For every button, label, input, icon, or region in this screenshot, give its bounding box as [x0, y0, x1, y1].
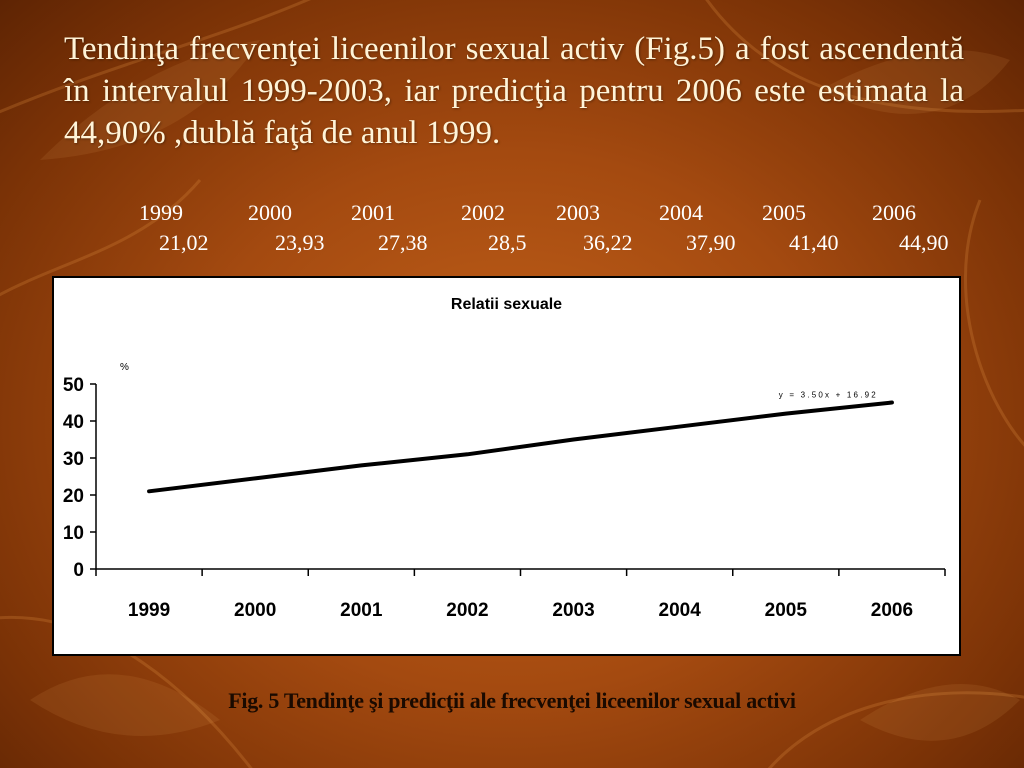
year-label: 2005: [762, 200, 806, 225]
y-tick-label: 40: [63, 412, 84, 433]
chart-title: Relatii sexuale: [450, 296, 563, 313]
x-tick-label: 2000: [234, 600, 276, 621]
x-tick-label: 2004: [659, 600, 702, 621]
figure-caption: Fig. 5 Tendinţe şi predicţii ale frecven…: [228, 688, 796, 713]
y-axis-label: %: [120, 362, 129, 373]
y-tick-label: 0: [73, 560, 84, 581]
x-tick-label: 2006: [871, 600, 913, 621]
x-tick-label: 2001: [340, 600, 383, 621]
trendline-equation: y = 3.50x + 16.92: [779, 391, 878, 400]
value-label: 28,5: [488, 230, 527, 255]
x-tick-label: 2005: [765, 600, 808, 621]
year-label: 2004: [659, 200, 703, 225]
year-label: 2000: [248, 200, 292, 225]
series-line: [147, 400, 894, 494]
value-label: 44,90: [899, 230, 949, 255]
x-tick-label: 1999: [128, 600, 170, 621]
line-chart: 0 10 20 30 40 50% 1999 2000 2001 2002 2003 2004 2005…: [63, 362, 946, 621]
x-tick-label: 2003: [552, 600, 594, 621]
value-label: 23,93: [275, 230, 325, 255]
value-label: 41,40: [789, 230, 839, 255]
year-label: 2003: [556, 200, 600, 225]
value-label: 36,22: [583, 230, 633, 255]
year-label: 2002: [461, 200, 505, 225]
value-label: 37,90: [686, 230, 736, 255]
x-tick-label: 2002: [446, 600, 488, 621]
year-label: 2006: [872, 200, 916, 225]
slide-title: Tendinţa frecvenţei liceenilor sexual ac…: [64, 31, 964, 151]
chart-panel: Relatii sexuale 0 10 20 30 40 50% 1999 2000 2001…: [52, 276, 961, 656]
year-label: 1999: [139, 200, 183, 225]
y-tick-label: 20: [63, 486, 84, 507]
value-label: 27,38: [378, 230, 428, 255]
y-tick-label: 10: [63, 523, 84, 544]
year-label: 2001: [351, 200, 395, 225]
y-tick-label: 30: [63, 449, 84, 470]
y-tick-label: 50: [63, 375, 84, 396]
value-label: 21,02: [159, 230, 209, 255]
